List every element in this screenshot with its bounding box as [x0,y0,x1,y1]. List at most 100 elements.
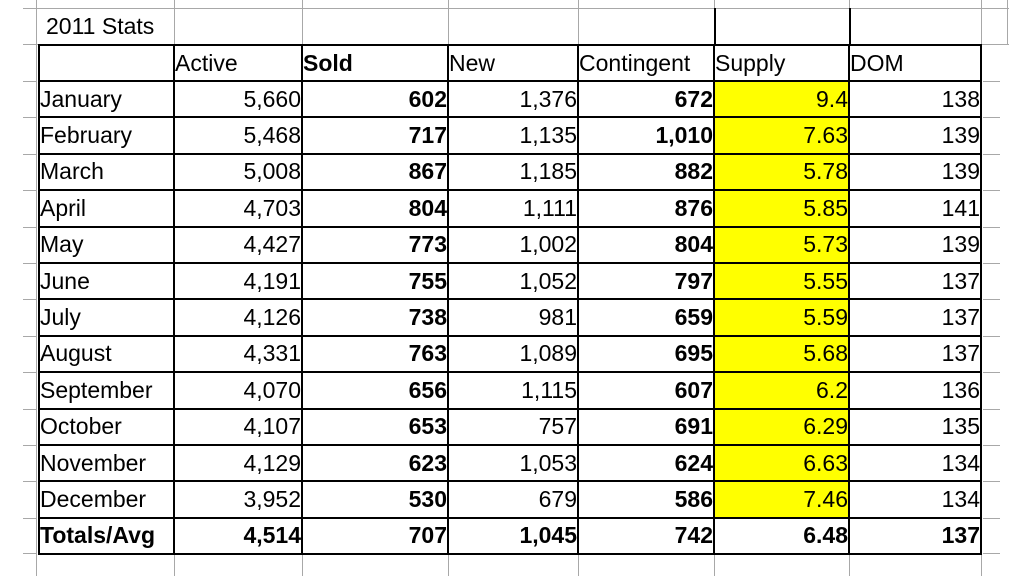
supply-cell[interactable]: 5.59 [713,298,850,337]
dom-cell[interactable]: 137 [848,261,982,301]
sold-cell[interactable]: 773 [301,225,449,264]
new-cell[interactable]: 981 [447,298,579,337]
supply-cell[interactable]: 5.78 [713,152,850,192]
dom-cell[interactable]: 137 [848,298,982,337]
new-cell[interactable]: 1,135 [447,116,579,155]
dom-cell[interactable]: 139 [848,225,982,264]
sheet-title-cell[interactable]: 2011 Stats [46,13,155,39]
active-cell[interactable]: 5,008 [173,152,303,192]
new-cell[interactable]: 757 [447,407,579,446]
contingent-cell[interactable]: 804 [577,225,715,264]
month-cell[interactable]: August [38,334,175,374]
month-cell[interactable]: September [38,371,175,410]
supply-cell[interactable]: 6.63 [713,443,850,483]
sold-cell[interactable]: 804 [301,189,449,228]
active-cell[interactable]: 5,660 [173,79,303,119]
dom-cell[interactable]: 139 [848,116,982,155]
supply-cell[interactable]: 5.55 [713,261,850,301]
contingent-cell[interactable]: 607 [577,371,715,410]
active-cell[interactable]: 4,126 [173,298,303,337]
active-cell[interactable]: 4,129 [173,443,303,483]
dom-cell[interactable]: 137 [848,516,982,556]
new-cell[interactable]: 1,045 [447,516,579,556]
active-cell[interactable]: 4,107 [173,407,303,446]
active-cell[interactable]: 4,070 [173,371,303,410]
sold-cell[interactable]: 755 [301,261,449,301]
contingent-cell[interactable]: 672 [577,79,715,119]
new-cell[interactable]: 1,089 [447,334,579,374]
supply-cell[interactable]: 5.68 [713,334,850,374]
header-cell-sold[interactable]: Sold [301,44,449,82]
contingent-cell[interactable]: 691 [577,407,715,446]
month-cell[interactable]: December [38,480,175,519]
month-cell[interactable]: July [38,298,175,337]
supply-cell[interactable]: 9.4 [713,79,850,119]
new-cell[interactable]: 1,002 [447,225,579,264]
header-cell-contingent[interactable]: Contingent [577,44,715,82]
dom-cell[interactable]: 138 [848,79,982,119]
month-cell[interactable]: March [38,152,175,192]
header-cell-new[interactable]: New [447,44,579,82]
new-cell[interactable]: 1,111 [447,189,579,228]
sold-cell[interactable]: 656 [301,371,449,410]
sold-cell[interactable]: 763 [301,334,449,374]
sold-cell[interactable]: 602 [301,79,449,119]
contingent-cell[interactable]: 876 [577,189,715,228]
sold-cell[interactable]: 707 [301,516,449,556]
dom-cell[interactable]: 134 [848,443,982,483]
dom-cell[interactable]: 135 [848,407,982,446]
header-cell-blank[interactable] [38,44,175,82]
active-cell[interactable]: 5,468 [173,116,303,155]
new-cell[interactable]: 1,376 [447,79,579,119]
sold-cell[interactable]: 717 [301,116,449,155]
active-cell[interactable]: 4,703 [173,189,303,228]
sold-cell[interactable]: 653 [301,407,449,446]
contingent-cell[interactable]: 586 [577,480,715,519]
supply-cell[interactable]: 7.46 [713,480,850,519]
contingent-cell[interactable]: 624 [577,443,715,483]
month-cell[interactable]: May [38,225,175,264]
active-cell[interactable]: 3,952 [173,480,303,519]
contingent-cell[interactable]: 797 [577,261,715,301]
dom-cell[interactable]: 139 [848,152,982,192]
new-cell[interactable]: 1,053 [447,443,579,483]
new-cell[interactable]: 1,052 [447,261,579,301]
new-cell[interactable]: 1,115 [447,371,579,410]
supply-cell[interactable]: 7.63 [713,116,850,155]
active-cell[interactable]: 4,191 [173,261,303,301]
contingent-cell[interactable]: 659 [577,298,715,337]
header-cell-active[interactable]: Active [173,44,303,82]
dom-cell[interactable]: 134 [848,480,982,519]
month-cell[interactable]: April [38,189,175,228]
month-cell[interactable]: November [38,443,175,483]
month-cell[interactable]: October [38,407,175,446]
supply-cell[interactable]: 6.2 [713,371,850,410]
totals-label-cell[interactable]: Totals/Avg [38,516,175,556]
contingent-cell[interactable]: 1,010 [577,116,715,155]
month-cell[interactable]: January [38,79,175,119]
contingent-cell[interactable]: 882 [577,152,715,192]
supply-cell[interactable]: 6.48 [713,516,850,556]
contingent-cell[interactable]: 742 [577,516,715,556]
header-cell-supply[interactable]: Supply [713,44,850,82]
dom-cell[interactable]: 136 [848,371,982,410]
month-cell[interactable]: February [38,116,175,155]
active-cell[interactable]: 4,331 [173,334,303,374]
new-cell[interactable]: 679 [447,480,579,519]
dom-cell[interactable]: 137 [848,334,982,374]
sold-cell[interactable]: 867 [301,152,449,192]
sold-cell[interactable]: 623 [301,443,449,483]
contingent-cell[interactable]: 695 [577,334,715,374]
sold-cell[interactable]: 738 [301,298,449,337]
header-cell-dom[interactable]: DOM [848,44,982,82]
supply-cell[interactable]: 5.85 [713,189,850,228]
dom-cell[interactable]: 141 [848,189,982,228]
active-cell[interactable]: 4,514 [173,516,303,556]
sold-cell[interactable]: 530 [301,480,449,519]
supply-cell[interactable]: 6.29 [713,407,850,446]
month-cell[interactable]: June [38,261,175,301]
active-cell[interactable]: 4,427 [173,225,303,264]
new-cell[interactable]: 1,185 [447,152,579,192]
table-row: November 4,129 623 1,053 624 6.63 134 [38,443,982,483]
supply-cell[interactable]: 5.73 [713,225,850,264]
